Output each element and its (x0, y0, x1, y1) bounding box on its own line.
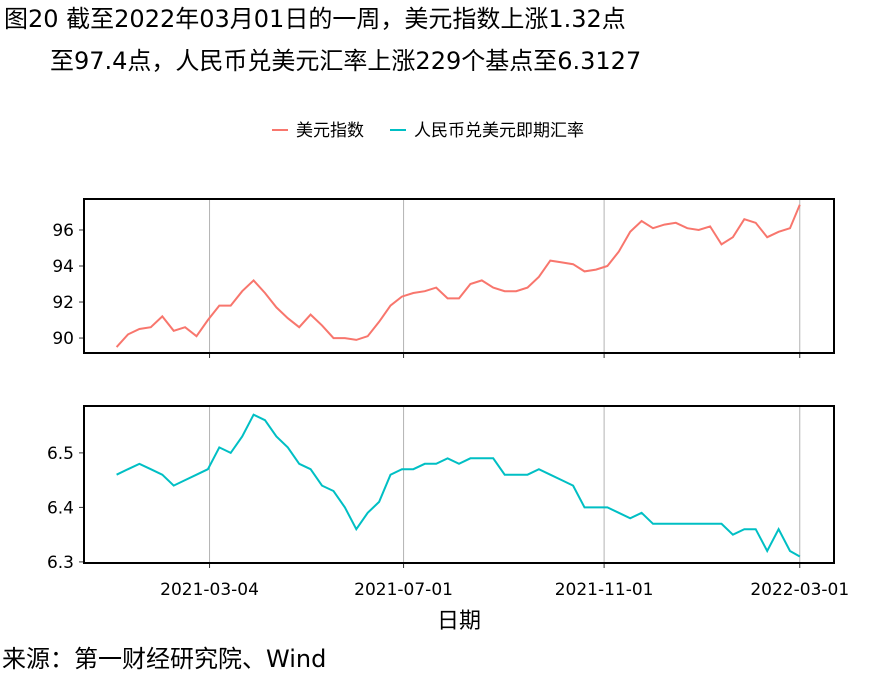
y-tick-label: 90 (52, 329, 74, 349)
panel-border (83, 198, 835, 354)
y-tick-label: 94 (52, 257, 74, 277)
y-tick-label: 6.5 (47, 444, 74, 464)
title-line: 图20 截至2022年03月01日的一周，美元指数上涨1.32点 (4, 5, 626, 33)
y-tick-label: 6.3 (47, 553, 74, 573)
x-tick-label: 2021-03-04 (160, 580, 259, 600)
title-line: 至97.4点，人民币兑美元汇率上涨229个基点至6.3127 (50, 47, 641, 75)
y-tick-label: 96 (52, 221, 74, 241)
legend-label: 人民币兑美元即期汇率 (414, 121, 584, 141)
panel-border (83, 405, 835, 564)
x-axis-title: 日期 (437, 609, 481, 634)
x-tick-label: 2021-07-01 (354, 580, 453, 600)
x-tick-label: 2022-03-01 (750, 580, 849, 600)
y-tick-label: 92 (52, 293, 74, 313)
source: 来源：第一财经研究院、Wind (2, 645, 326, 673)
series-line (116, 413, 801, 558)
y-tick-label: 6.4 (47, 498, 74, 518)
series-line (115, 204, 801, 348)
x-tick-label: 2021-11-01 (555, 580, 654, 600)
legend-label: 美元指数 (296, 121, 364, 141)
